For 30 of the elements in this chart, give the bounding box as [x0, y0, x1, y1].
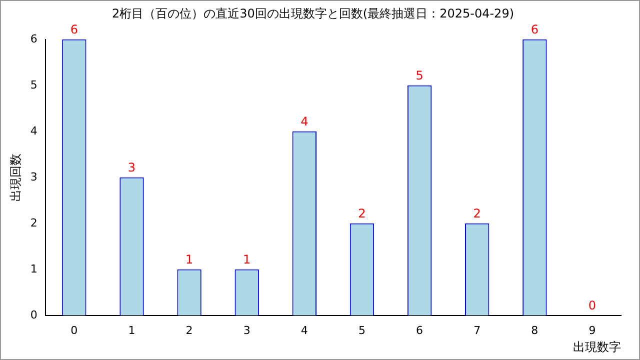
- y-tick-label: 0: [30, 308, 38, 322]
- data-label: 6: [530, 22, 538, 37]
- x-tick-label: 1: [128, 324, 136, 337]
- x-tick-label: 5: [358, 324, 366, 337]
- data-label: 3: [128, 160, 136, 175]
- x-axis-title: 出現数字: [573, 340, 621, 354]
- x-tick-label: 8: [531, 324, 538, 337]
- x-tick-label: 0: [70, 324, 78, 337]
- x-tick-label: 7: [474, 324, 481, 337]
- data-label: 4: [300, 114, 308, 129]
- x-tick-label: 6: [416, 324, 424, 337]
- data-label: 1: [185, 252, 194, 267]
- chart-title: 2桁目（百の位）の直近30回の出現数字と回数(最終抽選日：2025-04-29): [112, 6, 514, 20]
- y-axis-title: 出現回数: [8, 153, 22, 202]
- data-label: 2: [473, 206, 481, 221]
- y-tick-label: 1: [30, 262, 38, 276]
- data-label: 0: [588, 298, 596, 313]
- y-tick-label: 3: [30, 170, 38, 184]
- x-tick-label: 2: [186, 324, 193, 337]
- y-tick-label: 5: [30, 78, 38, 92]
- data-label: 6: [70, 22, 78, 37]
- x-tick-label: 9: [588, 324, 596, 337]
- y-tick-label: 2: [30, 216, 38, 230]
- data-label: 1: [243, 252, 251, 267]
- x-tick-label: 4: [300, 324, 308, 337]
- data-label: 5: [416, 68, 424, 83]
- data-label: 2: [358, 206, 366, 221]
- y-tick-label: 4: [30, 124, 38, 138]
- y-tick-label: 6: [30, 32, 38, 46]
- x-tick-label: 3: [243, 324, 250, 337]
